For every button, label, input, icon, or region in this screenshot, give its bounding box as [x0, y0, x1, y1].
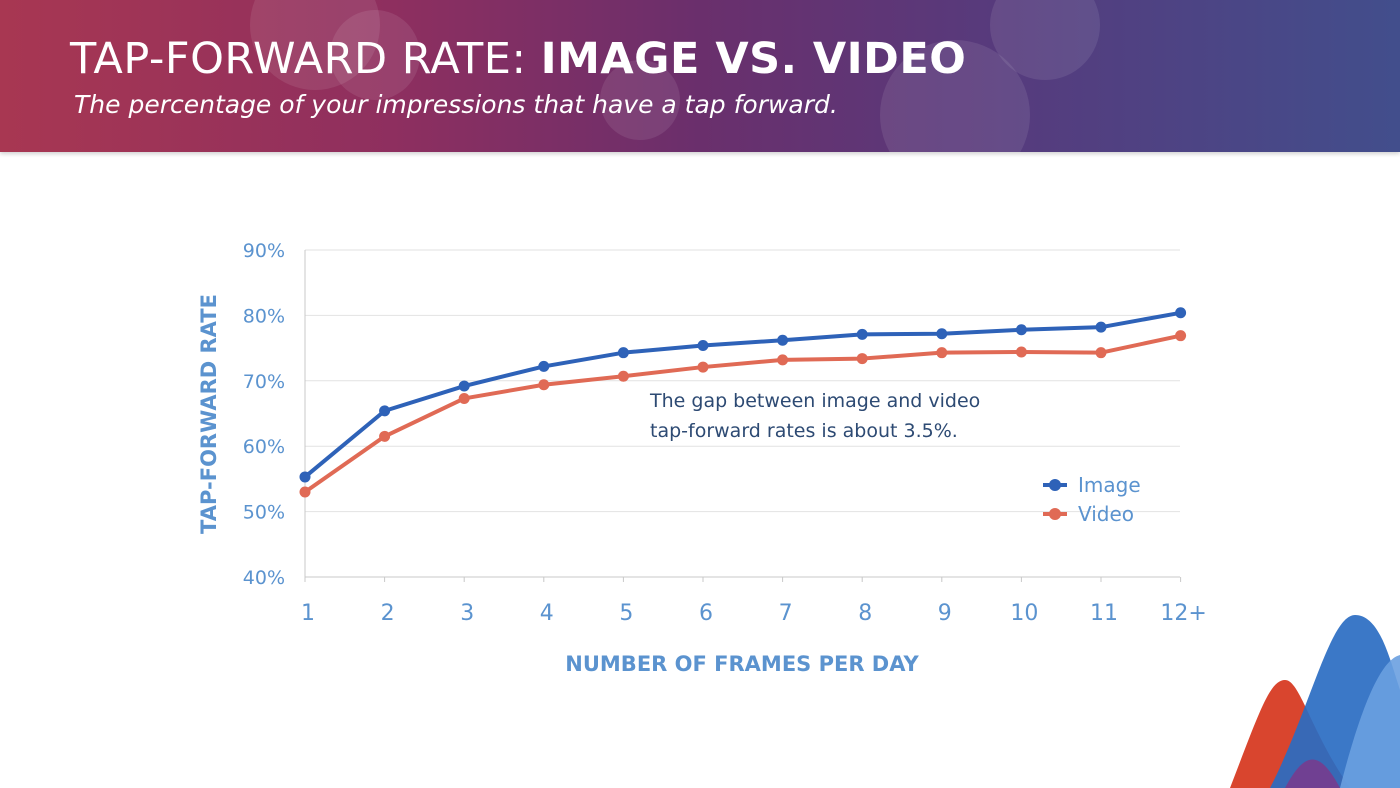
x-tick-label: 10 — [1010, 601, 1038, 626]
data-point-image — [538, 360, 550, 372]
data-point-video — [936, 347, 948, 359]
data-point-video — [379, 430, 391, 442]
y-tick-label: 90% — [243, 240, 285, 262]
data-point-image — [299, 471, 311, 483]
wave-shape — [1340, 655, 1400, 788]
data-point-video — [1095, 347, 1107, 359]
chart-annotation: tap-forward rates is about 3.5%. — [650, 420, 958, 442]
data-point-video — [458, 392, 470, 404]
x-tick-label: 7 — [779, 601, 793, 626]
y-tick-label: 80% — [243, 305, 285, 327]
data-point-video — [617, 370, 629, 382]
x-tick-label: 5 — [619, 601, 633, 626]
wave-shape — [1285, 759, 1340, 788]
x-tick-label: 2 — [381, 601, 395, 626]
series-line-video — [303, 333, 1182, 494]
page-title: TAP-FORWARD RATE: IMAGE VS. VIDEO — [70, 34, 966, 84]
data-point-image — [777, 334, 789, 346]
header-banner: TAP-FORWARD RATE: IMAGE VS. VIDEO The pe… — [0, 0, 1400, 152]
x-tick-label: 8 — [858, 601, 872, 626]
data-point-video — [777, 354, 789, 366]
data-point-image — [697, 339, 709, 351]
data-point-image — [379, 405, 391, 417]
title-light: TAP-FORWARD RATE: — [70, 34, 541, 84]
legend-label-video: Video — [1078, 502, 1134, 526]
data-point-video — [856, 353, 868, 365]
decorative-waves — [1230, 615, 1400, 788]
legend-marker-image — [1049, 479, 1061, 491]
data-point-image — [936, 328, 948, 340]
data-point-video — [299, 486, 311, 498]
y-tick-label: 40% — [243, 567, 285, 589]
x-tick-label: 1 — [301, 601, 315, 626]
bokeh-decoration — [600, 60, 680, 140]
data-point-image — [856, 328, 868, 340]
y-tick-label: 50% — [243, 502, 285, 524]
y-tick-label: 70% — [243, 371, 285, 393]
data-point-video — [697, 361, 709, 373]
x-tick-label: 4 — [540, 601, 554, 626]
data-point-video — [1015, 346, 1027, 358]
x-tick-label: 6 — [699, 601, 713, 626]
y-tick-label: 60% — [243, 436, 285, 458]
x-tick-label: 12+ — [1160, 601, 1206, 626]
x-axis-title: NUMBER OF FRAMES PER DAY — [565, 652, 919, 676]
data-point-image — [617, 347, 629, 359]
data-point-video — [538, 379, 550, 391]
x-tick-label: 11 — [1090, 601, 1118, 626]
chart-annotation: The gap between image and video — [649, 390, 980, 412]
data-point-image — [458, 380, 470, 392]
title-bold: IMAGE VS. VIDEO — [540, 34, 967, 84]
legend-marker-video — [1049, 508, 1061, 520]
data-point-image — [1175, 307, 1187, 319]
legend-label-image: Image — [1078, 473, 1141, 497]
y-axis-title: TAP-FORWARD RATE — [197, 294, 221, 534]
page-subtitle: The percentage of your impressions that … — [74, 90, 838, 119]
x-tick-label: 3 — [460, 601, 474, 626]
data-point-image — [1095, 321, 1107, 333]
data-point-image — [1015, 324, 1027, 336]
bokeh-decoration — [330, 10, 420, 100]
data-point-video — [1175, 330, 1187, 342]
series-line-image — [303, 310, 1181, 479]
x-tick-label: 9 — [938, 601, 952, 626]
bokeh-decoration — [880, 40, 1030, 152]
